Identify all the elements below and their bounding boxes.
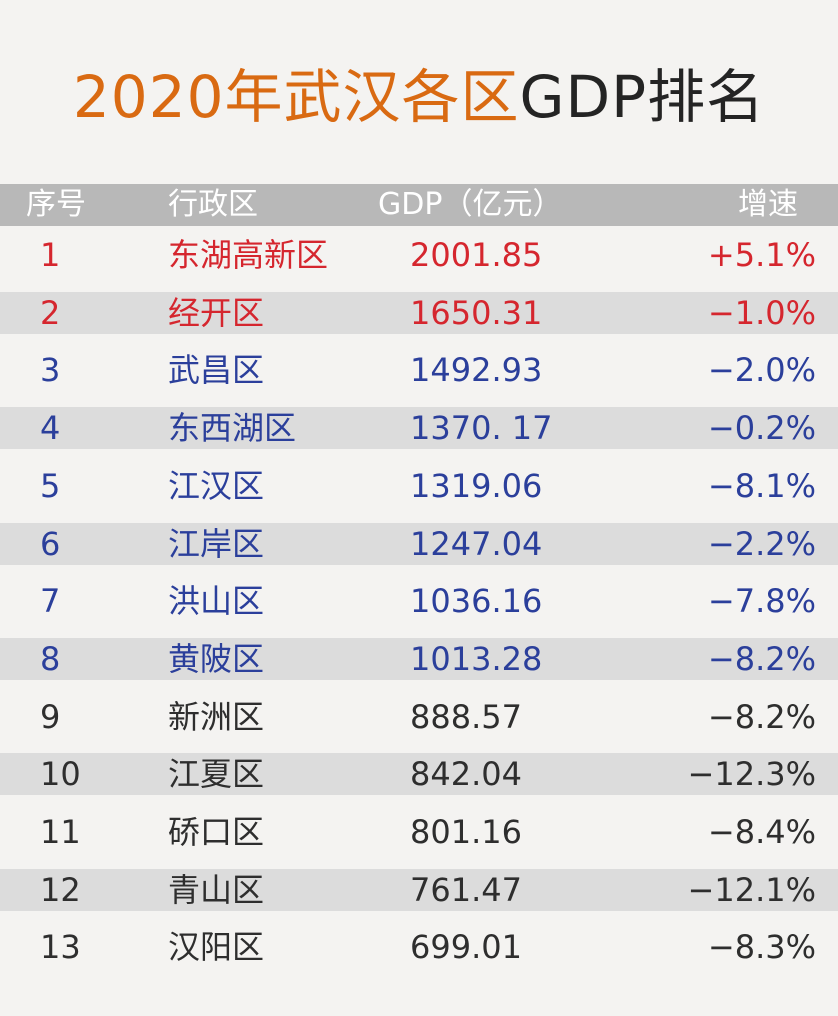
growth-cell: −8.2%: [707, 639, 816, 678]
rank-cell: 8: [40, 639, 61, 678]
growth-cell: −12.1%: [687, 870, 816, 909]
gdp-cell: 761.47: [410, 870, 522, 909]
header-rank: 序号: [26, 187, 86, 222]
title-part-year: 2020年武汉各区: [72, 63, 520, 131]
table-row: 11 硚口区 801.16 −8.4%: [0, 811, 838, 853]
table-row: 1 东湖高新区 2001.85 +5.1%: [0, 234, 838, 276]
district-cell: 江夏区: [168, 755, 265, 794]
table-row: 9 新洲区 888.57 −8.2%: [0, 696, 838, 738]
growth-cell: +5.1%: [707, 236, 816, 274]
gdp-cell: 1492.93: [410, 351, 543, 390]
gdp-cell: 1319.06: [410, 466, 543, 505]
table-row: 13 汉阳区 699.01 −8.3%: [0, 926, 838, 968]
gdp-cell: 1650.31: [410, 293, 543, 332]
rank-cell: 1: [40, 236, 61, 274]
table-row: 2 经开区 1650.31 −1.0%: [0, 291, 838, 334]
rank-cell: 2: [40, 293, 61, 332]
rank-cell: 11: [40, 813, 81, 851]
district-cell: 硚口区: [168, 813, 265, 851]
rank-cell: 12: [40, 870, 81, 909]
rank-cell: 3: [40, 351, 61, 390]
table-header: 序号 行政区 GDP（亿元） 增速: [0, 184, 838, 226]
table-row: 3 武昌区 1492.93 −2.0%: [0, 349, 838, 391]
gdp-cell: 1036.16: [410, 582, 543, 621]
district-cell: 洪山区: [168, 582, 265, 621]
gdp-table: 序号 行政区 GDP（亿元） 增速 1 东湖高新区 2001.85 +5.1% 2 经开区…: [0, 184, 838, 1016]
district-cell: 东湖高新区: [168, 236, 329, 274]
district-cell: 新洲区: [168, 697, 265, 736]
growth-cell: −8.1%: [707, 466, 816, 505]
district-cell: 江汉区: [168, 466, 265, 505]
district-cell: 江岸区: [168, 524, 265, 563]
gdp-cell: 842.04: [410, 755, 522, 794]
table-row: 7 洪山区 1036.16 −7.8%: [0, 580, 838, 622]
table-row: 8 黄陂区 1013.28 −8.2%: [0, 637, 838, 680]
gdp-cell: 1013.28: [410, 639, 543, 678]
table-row: 6 江岸区 1247.04 −2.2%: [0, 522, 838, 565]
gdp-cell: 699.01: [410, 928, 522, 967]
growth-cell: −8.2%: [707, 697, 816, 736]
gdp-cell: 888.57: [410, 697, 522, 736]
table-body: 1 东湖高新区 2001.85 +5.1% 2 经开区 1650.31 −1.0% 3 武昌区 14…: [0, 226, 838, 1016]
growth-cell: −7.8%: [707, 582, 816, 621]
table-row: 5 江汉区 1319.06 −8.1%: [0, 465, 838, 507]
table-row: 12 青山区 761.47 −12.1%: [0, 868, 838, 911]
header-growth: 增速: [738, 187, 798, 222]
district-cell: 东西湖区: [168, 409, 297, 448]
growth-cell: −8.3%: [707, 928, 816, 967]
gdp-cell: 1247.04: [410, 524, 543, 563]
page-title: 2020年武汉各区GDP排名: [0, 58, 838, 136]
district-cell: 汉阳区: [168, 928, 265, 967]
district-cell: 武昌区: [168, 351, 265, 390]
title-part-gdp: GDP排名: [519, 63, 766, 131]
growth-cell: −12.3%: [687, 755, 816, 794]
rank-cell: 4: [40, 409, 61, 448]
growth-cell: −1.0%: [707, 293, 816, 332]
growth-cell: −0.2%: [707, 409, 816, 448]
gdp-cell: 1370. 17: [410, 409, 553, 448]
rank-cell: 7: [40, 582, 61, 621]
gdp-cell: 2001.85: [410, 236, 543, 274]
table-row: 4 东西湖区 1370. 17 −0.2%: [0, 407, 838, 450]
district-cell: 青山区: [168, 870, 265, 909]
growth-cell: −8.4%: [707, 813, 816, 851]
district-cell: 经开区: [168, 293, 265, 332]
district-cell: 黄陂区: [168, 639, 265, 678]
table-row: 10 江夏区 842.04 −12.3%: [0, 753, 838, 796]
header-district: 行政区: [168, 187, 258, 222]
growth-cell: −2.2%: [707, 524, 816, 563]
rank-cell: 5: [40, 466, 61, 505]
rank-cell: 13: [40, 928, 81, 967]
rank-cell: 9: [40, 697, 61, 736]
header-gdp: GDP（亿元）: [378, 187, 563, 222]
growth-cell: −2.0%: [707, 351, 816, 390]
gdp-cell: 801.16: [410, 813, 522, 851]
rank-cell: 6: [40, 524, 61, 563]
rank-cell: 10: [40, 755, 81, 794]
